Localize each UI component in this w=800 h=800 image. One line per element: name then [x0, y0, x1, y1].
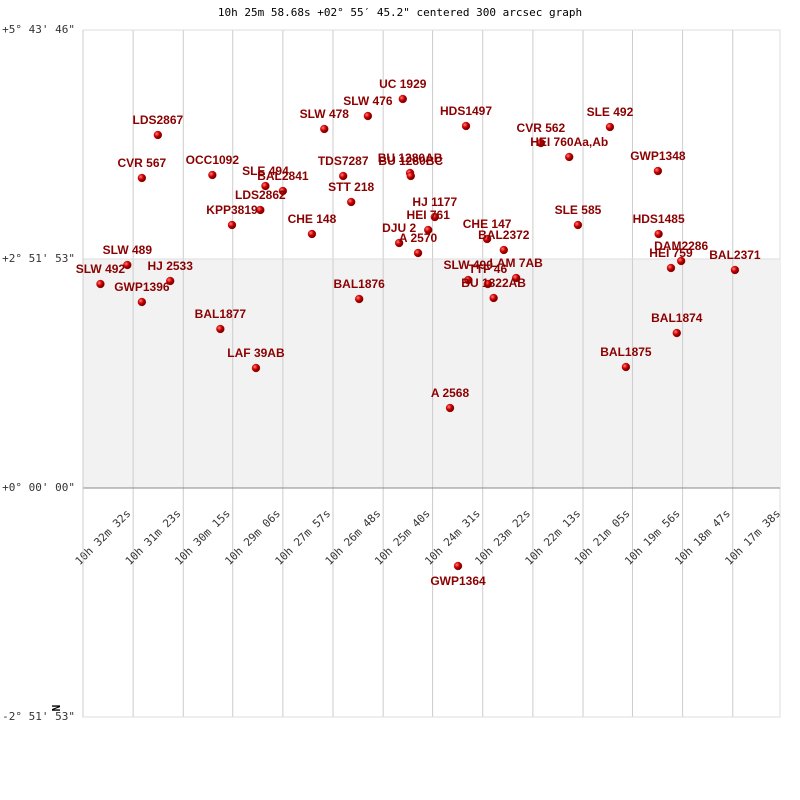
star-label: HEI 760Aa,Ab [530, 135, 608, 149]
star-label: HEI 761 [407, 208, 451, 222]
star [482, 234, 492, 244]
star-label: HDS1485 [633, 212, 685, 226]
star-label: BU 1280BC [378, 154, 443, 168]
star-label: DAM2286 [654, 239, 708, 253]
star [424, 225, 433, 235]
star-label: HEI 759 [649, 246, 693, 260]
band [83, 259, 780, 488]
star-label: SLW 476 [343, 94, 393, 108]
star [677, 256, 686, 266]
star-label: SLW 478 [300, 107, 350, 121]
star [730, 265, 740, 275]
star [489, 293, 498, 303]
star-label: A 2568 [431, 386, 470, 400]
star-label: TTF 46 [468, 262, 507, 276]
star [406, 171, 415, 181]
star [123, 260, 132, 270]
star-label: LAF 39AB [227, 346, 285, 360]
star [398, 94, 407, 104]
star [512, 273, 521, 283]
star-label: A 2570 [399, 231, 438, 245]
star [251, 363, 261, 373]
star [413, 248, 423, 258]
star-label: STT 218 [328, 180, 374, 194]
star [137, 173, 147, 183]
star-label: LDS2862 [235, 188, 286, 202]
star [672, 328, 681, 338]
star [347, 197, 356, 207]
y-tick-label: +0° 00' 00" [2, 481, 75, 494]
star-label: CVR 562 [517, 121, 566, 135]
star [339, 171, 348, 181]
star-label: SLE 492 [587, 105, 634, 119]
star-label: KPP3819 [206, 203, 258, 217]
chart-title: 10h 25m 58.68s +02° 55′ 45.2" centered 3… [218, 6, 582, 19]
star [666, 263, 676, 273]
star-label: SLW 490 [444, 258, 494, 272]
star-label: CHE 147 [463, 217, 512, 231]
star-label: SLE 494 [242, 164, 289, 178]
star [320, 124, 329, 134]
star-label: BAL1875 [600, 345, 652, 359]
star [430, 212, 439, 222]
star-label: UC 1929 [379, 77, 427, 91]
star [483, 279, 492, 289]
star [445, 403, 455, 413]
star-label: OCC1092 [186, 153, 240, 167]
star-label: BAL1877 [195, 307, 247, 321]
star-label: CHE 148 [288, 212, 337, 226]
star [499, 245, 508, 255]
star-label: SLW 492 [76, 262, 126, 276]
star-label: GWP1364 [430, 574, 486, 588]
star [278, 186, 288, 196]
star-label: BAL1874 [651, 311, 703, 325]
star [355, 294, 364, 304]
star [307, 229, 317, 239]
star-label: BU 1322AB [461, 276, 526, 290]
star [565, 152, 574, 162]
star-label: HJ 1177 [412, 195, 457, 209]
y-tick-label: +5° 43' 46" [2, 23, 75, 36]
star-label: BAL1876 [334, 277, 386, 291]
star [395, 238, 404, 248]
star [605, 122, 615, 132]
star-label: GWP1348 [630, 149, 686, 163]
star-label: DJU 2 [382, 221, 416, 235]
star [461, 121, 471, 131]
star [256, 205, 265, 215]
star-label: HDS1497 [440, 104, 492, 118]
star [653, 166, 663, 176]
star-label: GWP1396 [114, 280, 170, 294]
star-label: BU 1280AB [378, 151, 443, 165]
star [654, 229, 663, 239]
star [208, 170, 217, 180]
star [216, 324, 225, 334]
star [227, 220, 237, 230]
star-label: BAL2371 [709, 248, 761, 262]
star-label: BAL2372 [478, 228, 530, 242]
star [621, 362, 631, 372]
north-marker: N [50, 705, 63, 712]
star-label: BAL2841 [257, 169, 309, 183]
star-label: HJ 2533 [148, 259, 194, 273]
star [363, 111, 373, 121]
star [261, 181, 270, 191]
star [137, 297, 147, 307]
star [453, 561, 463, 571]
star-label: LAM 7AB [490, 256, 544, 270]
y-tick-label: +2° 51' 53" [2, 252, 75, 265]
star-label: LDS2867 [133, 113, 184, 127]
star [536, 138, 546, 148]
star [153, 130, 163, 140]
star-label: SLE 585 [555, 203, 602, 217]
star [166, 276, 175, 286]
star-label: CVR 567 [118, 156, 167, 170]
star [464, 275, 473, 285]
star-label: SLW 489 [103, 243, 153, 257]
star-label: TDS7287 [318, 154, 369, 168]
star [96, 279, 105, 289]
y-tick-label: -2° 51' 53" [2, 710, 75, 723]
star [573, 220, 583, 230]
